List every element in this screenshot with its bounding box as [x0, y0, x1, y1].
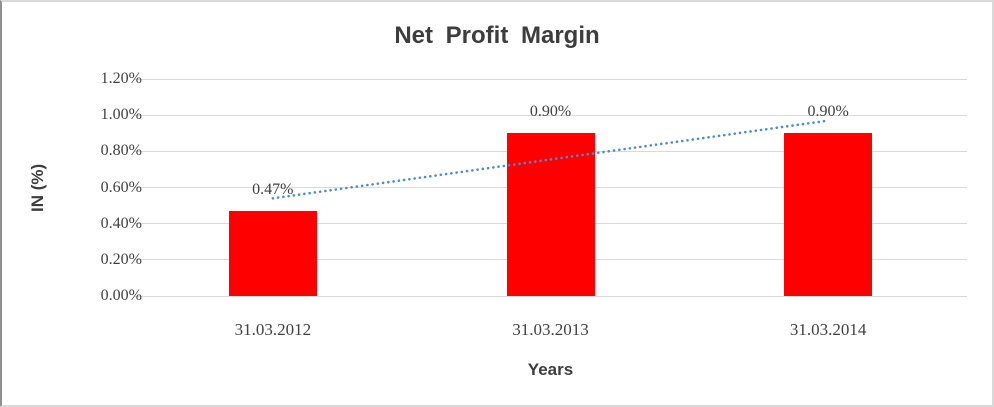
x-tick-label: 31.03.2013 — [512, 320, 589, 339]
chart-title: Net Profit Margin — [394, 22, 600, 49]
y-tick-label: 0.60% — [100, 178, 142, 196]
x-axis-title: Years — [527, 360, 574, 379]
y-tick-label: 1.20% — [100, 70, 142, 87]
bar-31.03.2014 — [784, 133, 873, 296]
gridline — [134, 78, 967, 80]
y-tick-label: 0.40% — [100, 214, 142, 232]
trendline-layer — [271, 119, 830, 200]
y-axis-title: IN (%) — [28, 163, 47, 213]
bar-value-label: 0.47% — [252, 181, 294, 199]
y-tick-label: 0.80% — [100, 142, 142, 160]
x-tick-label: 31.03.2014 — [789, 320, 867, 339]
trendline — [271, 119, 830, 200]
y-tick-label: 0.20% — [100, 250, 142, 268]
y-tick-label: 0.00% — [100, 287, 142, 304]
bar-value-label: 0.90% — [807, 103, 849, 121]
gridline — [134, 114, 967, 116]
bar-value-label: 0.90% — [529, 103, 572, 121]
y-tick-label: 1.00% — [100, 106, 142, 124]
bar-31.03.2012 — [228, 211, 317, 296]
plot-area: 0.47% 0.90% 0.90% — [134, 78, 967, 297]
x-tick-label: 31.03.2012 — [234, 320, 312, 339]
gridline — [134, 295, 967, 297]
